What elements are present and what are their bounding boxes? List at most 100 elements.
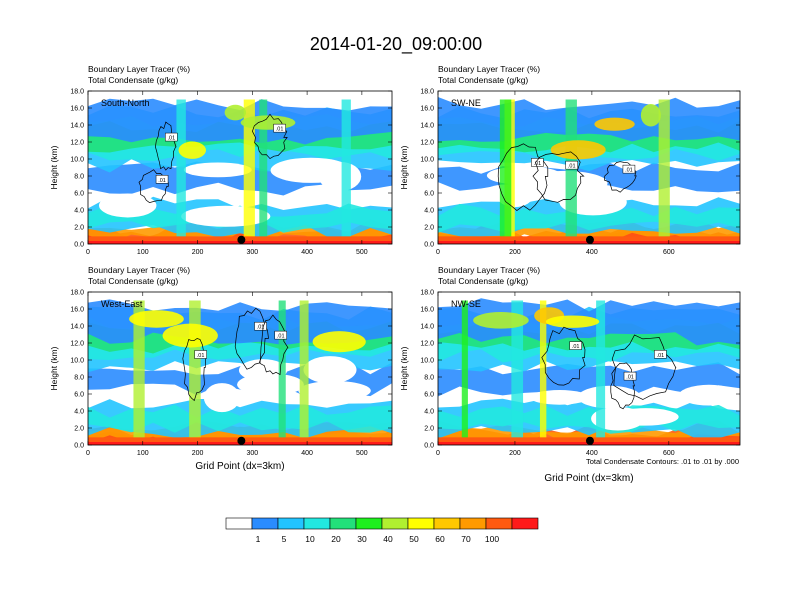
x-tick-label: 400: [301, 450, 313, 457]
y-tick-label: 16.0: [420, 307, 434, 314]
colorbar: 1 5 10 20 30 40 50 60 70 100: [225, 517, 539, 544]
x-tick-label: 400: [586, 450, 598, 457]
y-tick-label: 16.0: [70, 307, 84, 314]
y-tick-label: 2.0: [74, 225, 84, 232]
tracer-maximum: [312, 331, 366, 353]
clear-region: [522, 170, 608, 196]
x-tick-label: 300: [246, 450, 258, 457]
panel-west-east: .01 .01 .01 0.0 2.0 4.0 6.0 8.0 10.0 12.0 14.0 16.0…: [49, 265, 393, 472]
y-tick-label: 6.0: [424, 191, 434, 198]
location-marker: [585, 436, 594, 445]
contour-label-box: [531, 158, 544, 167]
contour-label: .01: [158, 178, 166, 184]
colorbar-swatch: [329, 517, 357, 530]
x-tick-label: 100: [137, 249, 149, 256]
y-tick-label: 0.0: [424, 242, 434, 249]
colorbar-label: 30: [357, 534, 367, 544]
y-tick-label: 4.0: [424, 208, 434, 215]
clear-region: [529, 390, 590, 405]
tracer-field: .01 .01 .01: [438, 292, 740, 445]
x-tick-label: 400: [301, 249, 313, 256]
contour-label-box: [273, 123, 286, 133]
y-tick-label: 4.0: [74, 409, 84, 416]
y-tick-label: 10.0: [70, 358, 84, 365]
tracer-field: .01 .01 .01: [438, 91, 740, 244]
colorbar-label: 50: [409, 534, 419, 544]
y-tick-label: 6.0: [74, 191, 84, 198]
plume: [133, 300, 145, 439]
plume: [299, 300, 309, 439]
series-label-tracer: Boundary Layer Tracer (%): [88, 64, 190, 74]
y-tick-label: 8.0: [74, 375, 84, 382]
condensate-contour: [234, 307, 269, 370]
y-tick-label: 16.0: [420, 106, 434, 113]
clear-region: [298, 380, 371, 401]
colorbar-label: 60: [435, 534, 445, 544]
y-tick-label: 18.0: [70, 290, 84, 297]
colorbar-swatch: [511, 517, 539, 530]
plume: [511, 300, 524, 439]
x-tick-label: 100: [137, 450, 149, 457]
plot-frame: [87, 90, 393, 245]
y-tick-label: 4.0: [74, 208, 84, 215]
y-tick-label: 2.0: [424, 225, 434, 232]
tracer-field: .01 .01 .01: [88, 91, 392, 244]
y-tick-label: 14.0: [70, 324, 84, 331]
y-tick-label: 8.0: [74, 174, 84, 181]
tracer-band: [88, 98, 392, 145]
panel-name: NW-SE: [451, 299, 481, 309]
y-tick-label: 14.0: [420, 324, 434, 331]
tracer-maximum: [594, 117, 635, 131]
condensate-contour: [532, 151, 585, 203]
contour-label: .01: [167, 136, 175, 142]
tracer-maximum: [545, 315, 600, 328]
contour-label-box: [274, 330, 287, 340]
contour-label: .01: [625, 168, 633, 174]
tracer-maximum: [550, 140, 606, 160]
panel-name: South-North: [101, 98, 150, 108]
x-tick-label: 200: [192, 249, 204, 256]
y-tick-label: 18.0: [420, 290, 434, 297]
panel-sw-ne: .01 .01 .01 0.0 2.0 4.0 6.0 8.0 10.0 12.0 14.0 16.0…: [399, 64, 741, 256]
contour-footnote: Total Condensate Contours: .01 to .01 by…: [586, 457, 739, 466]
colorbar-label: 40: [383, 534, 393, 544]
contour-label: .01: [534, 161, 542, 167]
y-tick-label: 16.0: [70, 106, 84, 113]
clear-region: [270, 157, 352, 183]
colorbar-swatch: [433, 517, 461, 530]
series-label-condensate: Total Condensate (g/kg): [438, 276, 528, 286]
clear-region: [203, 383, 241, 413]
y-axis-label: Height (km): [399, 346, 409, 390]
plot-frame: [87, 291, 393, 446]
series-label-condensate: Total Condensate (g/kg): [438, 75, 528, 85]
y-tick-label: 18.0: [70, 89, 84, 96]
colorbar-label: 20: [331, 534, 341, 544]
series-label-tracer: Boundary Layer Tracer (%): [438, 265, 540, 275]
y-tick-label: 0.0: [424, 443, 434, 450]
contour-label: .01: [277, 334, 285, 340]
contour-label-box: [165, 132, 178, 142]
series-label-tracer: Boundary Layer Tracer (%): [88, 265, 190, 275]
panels-group: .01 .01 .01 0.0 2.0 4.0 6.0 8.0 10.0 12.0 14.0 16.0…: [49, 64, 741, 484]
tracer-field: .01 .01 .01: [88, 292, 392, 445]
colorbar-swatch: [251, 517, 279, 530]
location-marker: [585, 235, 594, 244]
plot-frame: [437, 291, 741, 446]
clear-region: [577, 385, 641, 409]
contour-label-box: [654, 350, 667, 359]
x-tick-label: 500: [356, 249, 368, 256]
plume: [658, 99, 670, 238]
y-tick-label: 12.0: [420, 341, 434, 348]
y-tick-label: 14.0: [70, 123, 84, 130]
contour-label-box: [623, 371, 637, 381]
colorbar-swatch: [459, 517, 487, 530]
condensate-contour: [259, 314, 289, 376]
clear-region: [183, 162, 252, 178]
colorbar-swatch: [355, 517, 383, 530]
y-tick-label: 10.0: [420, 157, 434, 164]
clear-region: [99, 193, 157, 218]
x-tick-label: 0: [86, 450, 90, 457]
colorbar-swatch: [407, 517, 435, 530]
y-axis-label: Height (km): [49, 346, 59, 390]
